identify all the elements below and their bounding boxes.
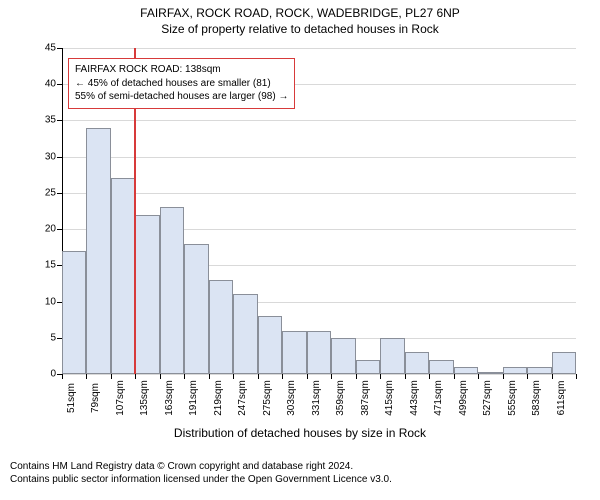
x-tick-label: 583sqm bbox=[527, 380, 542, 416]
bar bbox=[258, 316, 282, 374]
x-tick-mark bbox=[576, 374, 577, 379]
x-tick-label: 471sqm bbox=[429, 380, 444, 416]
bar bbox=[209, 280, 233, 374]
chart-title-1: FAIRFAX, ROCK ROAD, ROCK, WADEBRIDGE, PL… bbox=[0, 6, 600, 20]
footer-text: Contains HM Land Registry data © Crown c… bbox=[10, 460, 392, 486]
annotation-line: ← 45% of detached houses are smaller (81… bbox=[75, 77, 288, 91]
x-tick-mark bbox=[503, 374, 504, 379]
x-tick-mark bbox=[552, 374, 553, 379]
bar bbox=[307, 331, 331, 374]
x-tick-label: 219sqm bbox=[209, 380, 224, 416]
bar bbox=[429, 360, 453, 374]
x-tick-mark bbox=[62, 374, 63, 379]
x-tick-label: 359sqm bbox=[331, 380, 346, 416]
x-tick-label: 331sqm bbox=[307, 380, 322, 416]
bar bbox=[405, 352, 429, 374]
x-tick-label: 303sqm bbox=[282, 380, 297, 416]
annotation-line: FAIRFAX ROCK ROAD: 138sqm bbox=[75, 63, 288, 77]
x-tick-label: 387sqm bbox=[356, 380, 371, 416]
x-tick-label: 163sqm bbox=[160, 380, 175, 416]
annotation-box: FAIRFAX ROCK ROAD: 138sqm← 45% of detach… bbox=[68, 58, 295, 109]
gridline bbox=[62, 193, 576, 194]
bar bbox=[111, 178, 135, 374]
bar bbox=[454, 367, 478, 374]
x-tick-mark bbox=[209, 374, 210, 379]
x-tick-mark bbox=[86, 374, 87, 379]
x-tick-mark bbox=[527, 374, 528, 379]
x-tick-label: 499sqm bbox=[454, 380, 469, 416]
x-tick-label: 51sqm bbox=[62, 383, 77, 413]
gridline bbox=[62, 48, 576, 49]
x-tick-mark bbox=[331, 374, 332, 379]
x-tick-mark bbox=[429, 374, 430, 379]
x-tick-label: 443sqm bbox=[405, 380, 420, 416]
bar bbox=[184, 244, 208, 374]
x-tick-mark bbox=[478, 374, 479, 379]
x-tick-mark bbox=[307, 374, 308, 379]
x-tick-mark bbox=[405, 374, 406, 379]
x-tick-label: 191sqm bbox=[184, 380, 199, 416]
bar bbox=[356, 360, 380, 374]
bar bbox=[135, 215, 159, 374]
x-tick-mark bbox=[282, 374, 283, 379]
gridline bbox=[62, 157, 576, 158]
x-tick-label: 107sqm bbox=[111, 380, 126, 416]
x-tick-label: 527sqm bbox=[478, 380, 493, 416]
x-tick-mark bbox=[356, 374, 357, 379]
plot-area: 05101520253035404551sqm79sqm107sqm135sqm… bbox=[62, 48, 576, 374]
x-tick-label: 275sqm bbox=[258, 380, 273, 416]
annotation-line: 55% of semi-detached houses are larger (… bbox=[75, 90, 288, 104]
footer-line-2: Contains public sector information licen… bbox=[10, 473, 392, 486]
x-tick-mark bbox=[380, 374, 381, 379]
chart-title-2: Size of property relative to detached ho… bbox=[0, 22, 600, 36]
x-tick-mark bbox=[454, 374, 455, 379]
x-tick-label: 135sqm bbox=[135, 380, 150, 416]
x-tick-mark bbox=[111, 374, 112, 379]
bar bbox=[380, 338, 404, 374]
x-tick-mark bbox=[135, 374, 136, 379]
bar bbox=[233, 294, 257, 374]
gridline bbox=[62, 120, 576, 121]
bar bbox=[478, 372, 502, 374]
bar bbox=[331, 338, 355, 374]
x-tick-mark bbox=[184, 374, 185, 379]
x-tick-label: 247sqm bbox=[233, 380, 248, 416]
x-tick-label: 79sqm bbox=[86, 383, 101, 413]
bar bbox=[160, 207, 184, 374]
bar bbox=[62, 251, 86, 374]
bar bbox=[527, 367, 551, 374]
x-tick-label: 611sqm bbox=[552, 381, 567, 416]
x-axis-label: Distribution of detached houses by size … bbox=[0, 426, 600, 440]
bar bbox=[503, 367, 527, 374]
x-tick-label: 415sqm bbox=[380, 380, 395, 416]
x-tick-mark bbox=[160, 374, 161, 379]
gridline bbox=[62, 374, 576, 375]
bar bbox=[282, 331, 306, 374]
bar bbox=[86, 128, 110, 374]
bar bbox=[552, 352, 576, 374]
x-tick-mark bbox=[233, 374, 234, 379]
x-tick-label: 555sqm bbox=[503, 380, 518, 416]
x-tick-mark bbox=[258, 374, 259, 379]
footer-line-1: Contains HM Land Registry data © Crown c… bbox=[10, 460, 392, 473]
